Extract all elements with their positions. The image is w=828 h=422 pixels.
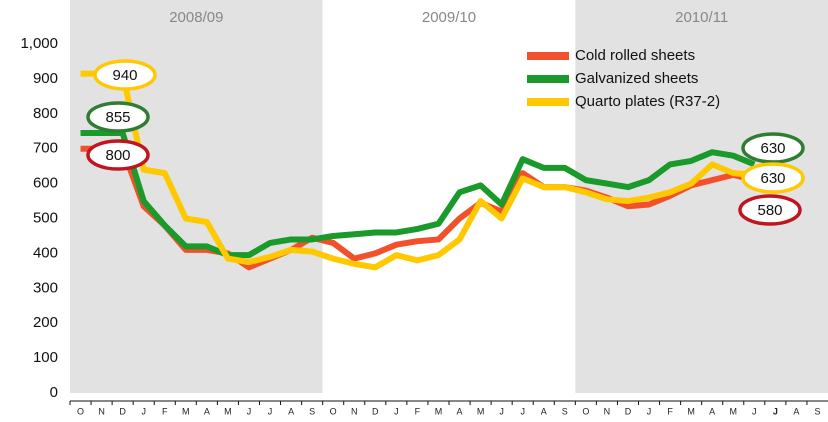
x-tick-label: J (394, 406, 399, 416)
x-tick-label: D (119, 406, 126, 416)
callout-bubble (738, 194, 802, 226)
x-tick-label: J (773, 406, 778, 416)
x-tick-label: A (204, 406, 210, 416)
x-tick-label: J (520, 406, 525, 416)
y-tick-label: 400 (33, 244, 58, 261)
y-tick-label: 600 (33, 175, 58, 192)
legend-label: Galvanized sheets (575, 70, 698, 87)
legend-label: Quarto plates (R37-2) (575, 93, 720, 110)
y-tick-label: 800 (33, 105, 58, 122)
x-tick-label: M (730, 406, 738, 416)
series-line (80, 70, 755, 271)
legend-label: Cold rolled sheets (575, 47, 695, 64)
y-tick-label: 500 (33, 209, 58, 226)
x-tick-label: O (77, 406, 84, 416)
x-tick-label: A (457, 406, 463, 416)
series-line (80, 145, 756, 271)
x-tick-label: F (415, 406, 421, 416)
x-tick-label: N (351, 406, 358, 416)
callout-bubble (86, 101, 150, 133)
x-tick-label: S (814, 406, 820, 416)
y-tick-label: 300 (33, 279, 58, 296)
y-tick-label: 900 (33, 70, 58, 87)
y-tick-label: 700 (33, 140, 58, 157)
season-label: 2008/09 (169, 9, 223, 26)
x-tick-label: S (562, 406, 568, 416)
season-band (322, 0, 576, 393)
season-band (70, 0, 323, 393)
x-tick-label: S (309, 406, 315, 416)
x-tick-label: A (793, 406, 799, 416)
season-label: 2010/11 (675, 9, 728, 26)
callout-label: 630 (760, 170, 785, 187)
x-tick-label: J (141, 406, 146, 416)
x-tick-label: M (224, 406, 232, 416)
y-tick-label: 200 (33, 314, 58, 331)
x-tick-label: D (372, 406, 379, 416)
x-tick-label: A (288, 406, 294, 416)
x-tick-label: M (687, 406, 695, 416)
legend-swatch (527, 98, 569, 106)
callout-bubble (86, 139, 150, 171)
callout-label: 940 (112, 67, 137, 84)
x-tick-label: M (477, 406, 485, 416)
series-line (80, 129, 756, 259)
callout-label: 800 (105, 147, 130, 164)
x-tick-label: N (604, 406, 611, 416)
legend-swatch (527, 52, 569, 60)
x-tick-label: O (330, 406, 337, 416)
x-tick-label: N (98, 406, 105, 416)
x-tick-label: A (709, 406, 715, 416)
x-tick-label: A (541, 406, 547, 416)
callout-bubble (741, 132, 805, 164)
callout-label: 855 (105, 109, 130, 126)
x-tick-label: M (182, 406, 190, 416)
callout-bubble (741, 162, 805, 194)
y-tick-label: 100 (33, 349, 58, 366)
x-tick-label: J (752, 406, 757, 416)
x-tick-label: O (582, 406, 589, 416)
highlight-box (768, 405, 783, 417)
x-tick-label: J (499, 406, 504, 416)
y-tick-label: 0 (50, 384, 58, 401)
callout-label: 580 (757, 202, 782, 219)
x-tick-label: D (625, 406, 632, 416)
callout-bubble (93, 59, 157, 91)
x-tick-label: J (647, 406, 652, 416)
legend-swatch (527, 75, 569, 83)
x-tick-label: F (667, 406, 673, 416)
x-tick-label: J (247, 406, 252, 416)
season-label: 2009/10 (422, 9, 476, 26)
x-tick-label: M (435, 406, 443, 416)
y-tick-label: 1,000 (20, 35, 58, 52)
x-tick-label: J (268, 406, 273, 416)
callout-label: 630 (760, 140, 785, 157)
x-tick-label: F (162, 406, 168, 416)
